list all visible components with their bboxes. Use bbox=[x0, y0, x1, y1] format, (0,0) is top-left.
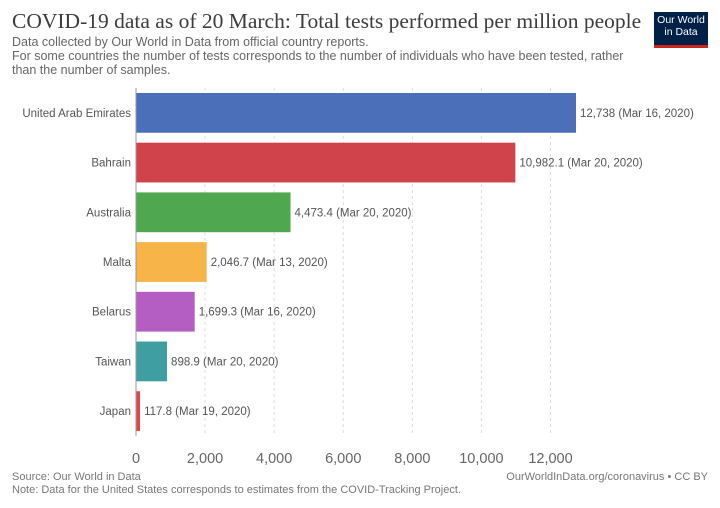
value-label: 898.9 (Mar 20, 2020) bbox=[171, 356, 279, 368]
value-label: 2,046.7 (Mar 13, 2020) bbox=[211, 257, 328, 269]
url-license[interactable]: OurWorldInData.org/coronavirus • CC BY bbox=[506, 471, 708, 483]
category-label: Bahrain bbox=[91, 158, 131, 170]
category-label: United Arab Emirates bbox=[22, 108, 131, 120]
source-note: Source: Our World in Data bbox=[12, 471, 141, 483]
value-label: 12,738 (Mar 16, 2020) bbox=[580, 108, 694, 120]
bar bbox=[136, 192, 291, 233]
x-axis-ticks: 0 2,000 4,000 6,000 8,000 10,000 12,000 bbox=[132, 451, 573, 467]
x-tick-label: 12,000 bbox=[528, 451, 572, 467]
x-tick-label: 8,000 bbox=[394, 451, 430, 467]
footer-notes: Source: Our World in Data Note: Data for… bbox=[12, 471, 461, 497]
subtitle-line: For some countries the number of tests c… bbox=[12, 49, 624, 63]
value-label: 117.8 (Mar 19, 2020) bbox=[144, 406, 251, 418]
subtitle-line: than the number of samples. bbox=[12, 63, 171, 77]
logo-line: in Data bbox=[664, 25, 698, 38]
owid-logo[interactable]: Our World in Data bbox=[654, 12, 708, 48]
category-label: Australia bbox=[86, 207, 131, 219]
category-label: Taiwan bbox=[95, 356, 131, 368]
x-tick-label: 0 bbox=[132, 451, 140, 467]
value-label: 1,699.3 (Mar 16, 2020) bbox=[199, 307, 316, 319]
bar bbox=[136, 341, 168, 382]
x-tick-label: 2,000 bbox=[187, 451, 223, 467]
category-label: Malta bbox=[103, 257, 132, 269]
x-tick-label: 10,000 bbox=[459, 451, 503, 467]
bar bbox=[136, 291, 195, 332]
data-note: Note: Data for the United States corresp… bbox=[12, 484, 461, 496]
category-label: Japan bbox=[100, 406, 131, 418]
bar bbox=[136, 391, 141, 432]
bar bbox=[136, 142, 516, 183]
chart-title: COVID-19 data as of 20 March: Total test… bbox=[12, 9, 642, 33]
x-tick-label: 6,000 bbox=[325, 451, 361, 467]
bar bbox=[136, 242, 207, 282]
value-label: 4,473.4 (Mar 20, 2020) bbox=[295, 207, 412, 219]
x-tick-label: 4,000 bbox=[256, 451, 292, 467]
logo-line: Our World bbox=[657, 14, 705, 26]
category-label: Belarus bbox=[92, 307, 131, 319]
bars: United Arab Emirates 12,738 (Mar 16, 2020… bbox=[22, 88, 694, 436]
bar bbox=[136, 92, 576, 133]
subtitle-line: Data collected by Our World in Data from… bbox=[12, 35, 369, 49]
value-label: 10,982.1 (Mar 20, 2020) bbox=[519, 158, 643, 170]
chart-subtitle: Data collected by Our World in Data from… bbox=[12, 35, 624, 77]
